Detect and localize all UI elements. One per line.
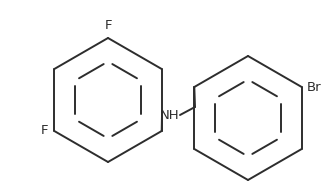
Text: F: F [104,19,112,32]
Text: NH: NH [160,108,180,121]
Text: F: F [41,125,48,138]
Text: Br: Br [307,80,321,94]
